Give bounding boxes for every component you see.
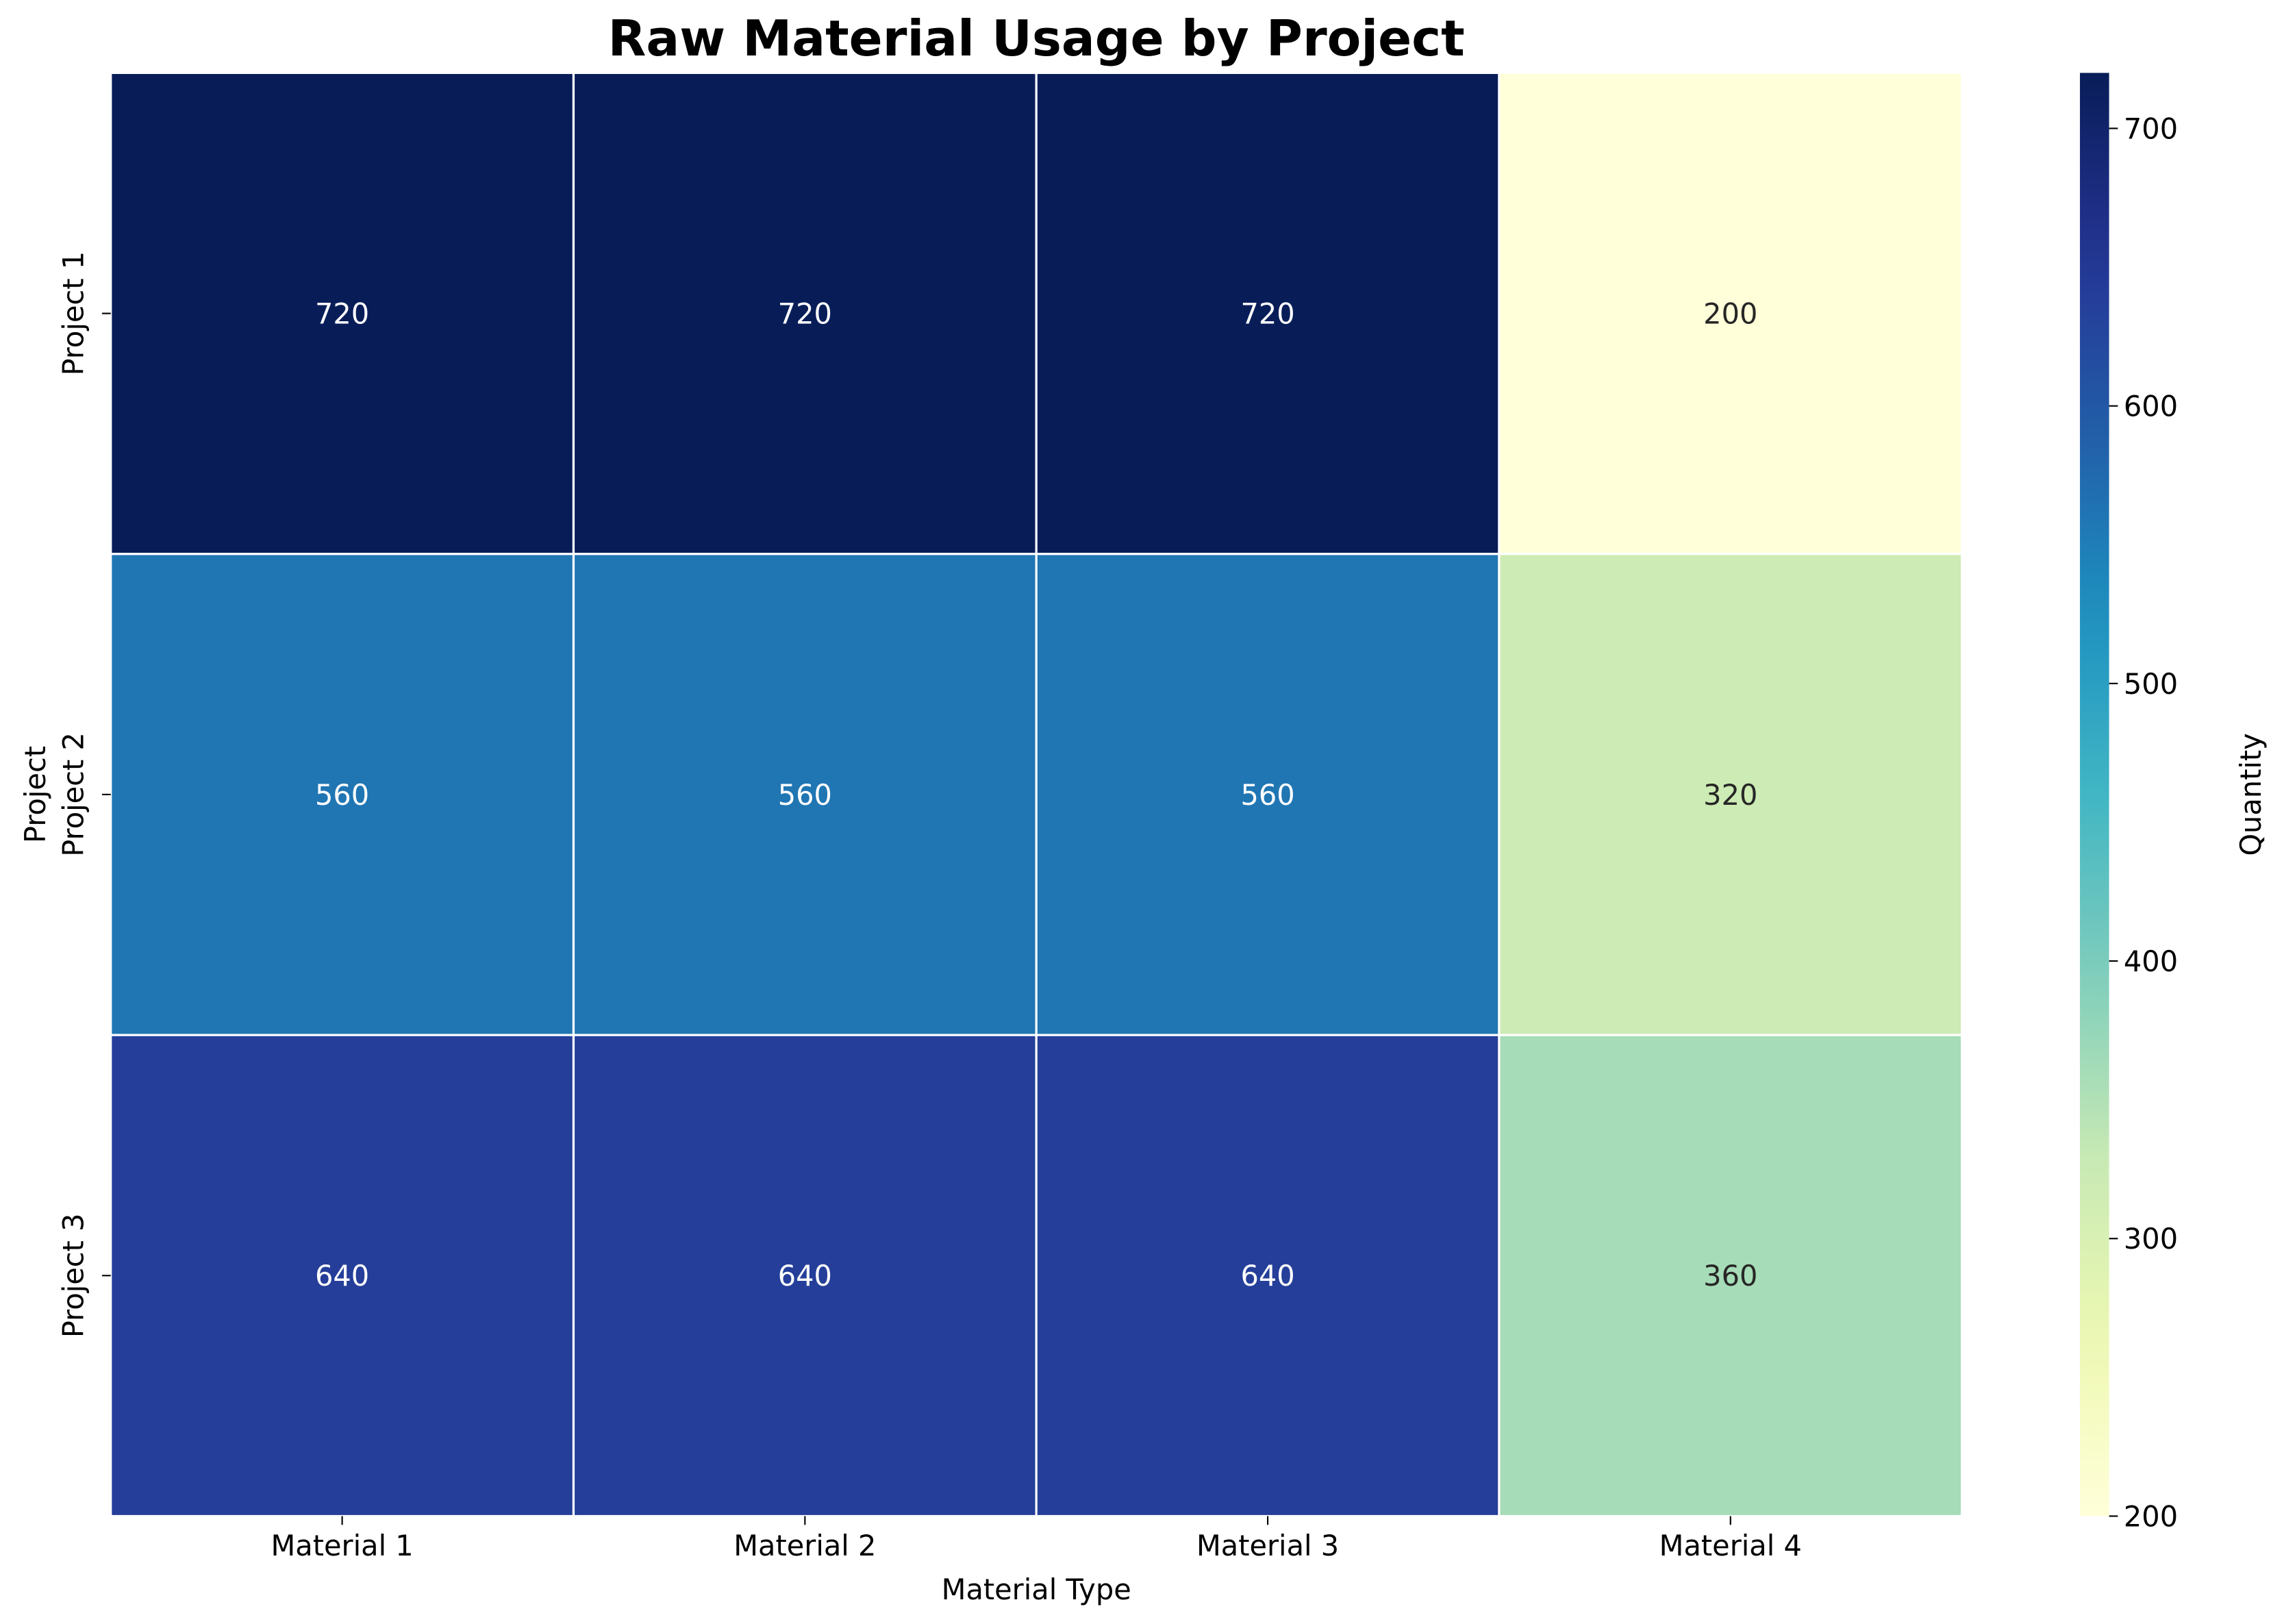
colorbar-tick-label: 400	[2124, 945, 2178, 978]
cell-value-label: 720	[315, 297, 369, 330]
heatmap-cell	[110, 71, 575, 555]
x-tick-label: Material 1	[271, 1529, 414, 1562]
y-tick-label: Project 3	[56, 1214, 90, 1338]
x-tick-label: Material 4	[1659, 1529, 1802, 1562]
colorbar-tick-label: 200	[2124, 1499, 2178, 1533]
heatmap-cell	[110, 553, 575, 1036]
x-tick-label: Material 3	[1196, 1529, 1339, 1562]
heatmap-cell	[1035, 71, 1501, 555]
heatmap-cell	[1035, 553, 1501, 1036]
colorbar-label: Quantity	[2234, 733, 2268, 855]
cell-value-label: 560	[1240, 778, 1294, 812]
cell-value-label: 720	[1240, 297, 1294, 330]
cell-value-label: 560	[778, 778, 832, 812]
heatmap-cell	[1498, 553, 1963, 1036]
y-tick-label: Project 2	[56, 732, 90, 857]
colorbar-tick-label: 600	[2124, 390, 2178, 423]
cell-value-label: 200	[1703, 297, 1757, 330]
x-axis-ticks: Material 1 Material 2 Material 3 Material 4	[271, 1516, 1802, 1562]
chart-title: Raw Material Usage by Project	[608, 10, 1465, 68]
colorbar-ticks: 200 300 400 500 600 700	[2109, 112, 2178, 1533]
cell-value-label: 360	[1703, 1259, 1757, 1292]
y-tick-label: Project 1	[56, 251, 90, 376]
x-axis-label: Material Type	[942, 1573, 1131, 1606]
heatmap-cell	[572, 553, 1038, 1036]
heatmap-cell	[1498, 1034, 1963, 1518]
colorbar-tick-label: 500	[2124, 667, 2178, 701]
cell-value-label: 320	[1703, 778, 1757, 812]
colorbar-tick-label: 700	[2124, 112, 2178, 145]
cell-value-label: 560	[315, 778, 369, 812]
cell-value-label: 720	[778, 297, 832, 330]
cell-value-label: 640	[1240, 1259, 1294, 1292]
cell-value-label: 640	[315, 1259, 369, 1292]
heatmap-cell	[572, 1034, 1038, 1518]
x-tick-label: Material 2	[733, 1529, 876, 1562]
y-axis-ticks: Project 1 Project 2 Project 3	[56, 251, 111, 1338]
heatmap-cell	[572, 71, 1038, 555]
colorbar-tick-label: 300	[2124, 1222, 2178, 1256]
y-axis-label: Project	[18, 746, 52, 843]
heatmap-cells	[110, 71, 1963, 1518]
cell-value-label: 640	[778, 1259, 832, 1292]
heatmap-cell	[1498, 71, 1963, 555]
colorbar	[2080, 73, 2109, 1516]
cell-annotations: 720 720 720 200 560 560 560 320 640 640 640 360	[315, 297, 1757, 1292]
